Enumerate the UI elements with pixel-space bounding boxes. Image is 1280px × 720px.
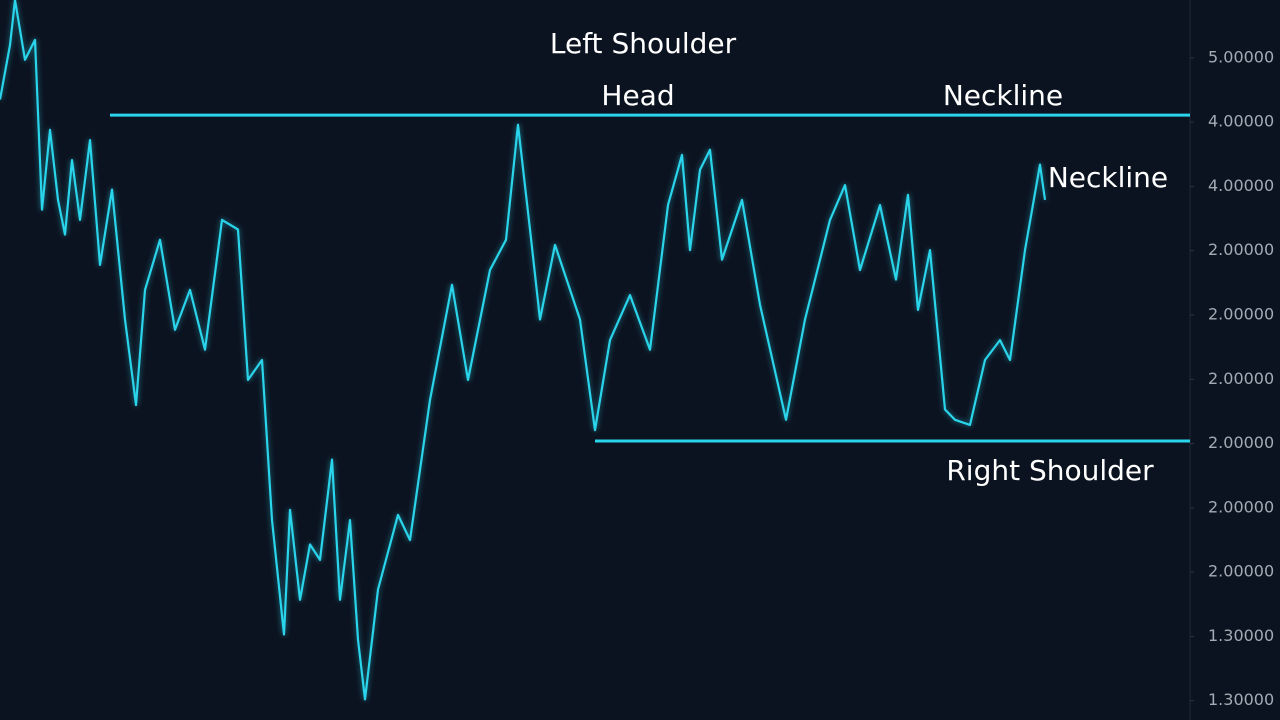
price-line [0, 0, 1047, 701]
annotation: Neckline [943, 79, 1063, 112]
y-tick-label: 2.00000 [1208, 305, 1274, 324]
y-tick-label: 2.00000 [1208, 369, 1274, 388]
y-tick-label: 1.30000 [1208, 690, 1274, 709]
y-tick-label: 4.00000 [1208, 112, 1274, 131]
y-tick-label: 1.30000 [1208, 626, 1274, 645]
y-tick-label: 2.00000 [1208, 497, 1274, 516]
y-tick-label: 5.00000 [1208, 47, 1274, 66]
annotation: Right Shoulder [946, 454, 1154, 487]
y-tick-label: 2.00000 [1208, 562, 1274, 581]
y-tick-label: 2.00000 [1208, 433, 1274, 452]
annotation: Left Shoulder [550, 27, 737, 60]
y-tick-label: 4.00000 [1208, 176, 1274, 195]
y-tick-label: 2.00000 [1208, 240, 1274, 259]
annotation: Head [601, 79, 674, 112]
annotation: Neckline [1048, 161, 1168, 194]
